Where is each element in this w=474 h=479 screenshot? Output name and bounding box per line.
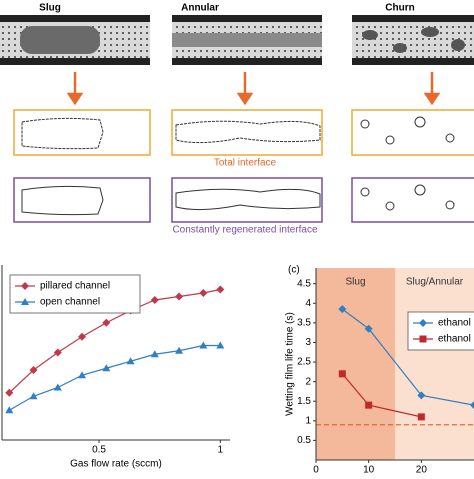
caption: Total interface <box>214 158 277 169</box>
legend-marker <box>21 298 29 305</box>
marker <box>338 305 347 314</box>
marker <box>365 401 373 409</box>
series-line <box>8 288 221 394</box>
marker <box>102 364 111 372</box>
y-tick-label: 4.5 <box>297 278 311 289</box>
x-tick-label: 0 <box>313 465 319 474</box>
marker <box>417 391 426 400</box>
legend-box <box>407 311 474 351</box>
slug-bubble <box>20 26 100 54</box>
region <box>395 268 474 460</box>
series-line <box>341 308 474 406</box>
regime-title: Churn <box>385 3 414 14</box>
x-tick-label: 1 <box>218 445 224 456</box>
legend-box <box>9 274 141 314</box>
legend-marker <box>419 319 427 327</box>
total-interface-outlines <box>21 116 455 150</box>
legend-marker <box>21 282 29 290</box>
y-tick-label: 1.5 <box>297 396 311 407</box>
marker <box>199 341 208 349</box>
marker <box>364 324 373 333</box>
legend-label: ethanol <box>438 334 471 345</box>
legend-label: open channel <box>40 297 100 308</box>
y-tick-label: 2 <box>305 376 311 387</box>
y-tick-label: 0.5 <box>297 435 311 446</box>
marker <box>150 350 159 358</box>
y-tick-label: 3.5 <box>297 317 311 328</box>
x-axis-label: Gas flow rate (sccm) <box>70 459 162 470</box>
marker <box>417 413 425 421</box>
panel-label: (c) <box>288 265 300 276</box>
marker <box>78 332 87 341</box>
marker <box>199 289 208 297</box>
regenerated-interface-boxes <box>13 177 474 223</box>
legend-label: pillared channel <box>40 281 110 292</box>
y-tick-label: 2.5 <box>297 357 311 368</box>
x-tick-label: 20 <box>416 465 428 474</box>
y-tick-label: 1 <box>305 415 311 426</box>
marker <box>29 392 38 400</box>
marker <box>175 292 184 301</box>
marker <box>5 406 14 414</box>
top-panel: Slug Annular Churn Total interface <box>0 3 474 236</box>
x-tick-label: 10 <box>363 465 375 474</box>
y-tick-label: 4 <box>305 298 311 309</box>
region-label: Slug <box>345 277 365 288</box>
marker <box>150 296 159 304</box>
arrows <box>66 72 441 106</box>
y-axis-label: Wetting film life time (s) <box>285 312 296 416</box>
marker <box>175 346 184 354</box>
annular-core <box>172 33 322 47</box>
photo <box>352 22 474 58</box>
legend-marker <box>419 335 427 343</box>
marker <box>102 318 111 327</box>
churn-bubbles <box>362 27 465 53</box>
marker <box>53 348 62 357</box>
regime-title: Annular <box>181 3 219 14</box>
regime-title: Slug <box>39 3 61 14</box>
marker <box>53 383 62 391</box>
series-line <box>8 344 221 411</box>
caption: Constantly regenerated interface <box>172 225 318 236</box>
total-interface-boxes <box>13 109 474 156</box>
region-label: Slug/Annular <box>406 277 464 288</box>
region <box>316 268 395 460</box>
marker <box>29 366 38 374</box>
marker <box>470 401 474 410</box>
legend-label: ethanol <box>438 318 471 329</box>
y-tick-label: 3 <box>305 337 311 348</box>
marker <box>78 371 87 379</box>
marker <box>126 357 135 365</box>
x-tick-label: 0.5 <box>92 445 106 456</box>
marker <box>5 388 14 397</box>
marker <box>216 341 225 349</box>
regenerated-interface-outlines <box>21 184 455 216</box>
marker <box>338 370 346 378</box>
charts: 0.5 1 Gas flow rate (sccm) pillared channel… <box>1 265 474 479</box>
marker <box>216 285 225 294</box>
